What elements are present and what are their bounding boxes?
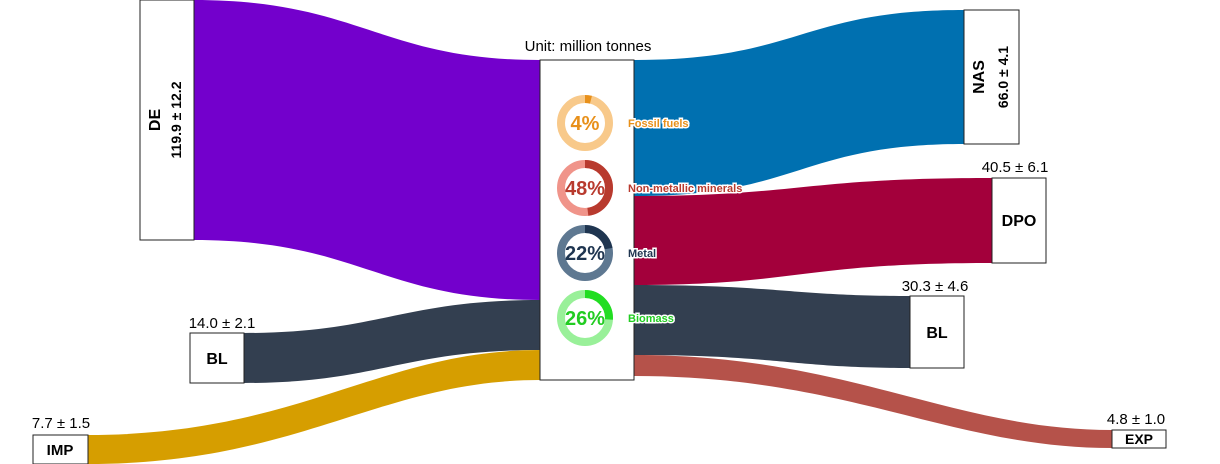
flow-imp: [88, 350, 540, 464]
donut-percent: 22%: [565, 243, 605, 265]
flow-bl-out: [634, 285, 910, 368]
node-center: Unit: million tonnes 4% Fossil fuels 48% No…: [525, 38, 744, 381]
donut-percent: 48%: [565, 178, 605, 200]
node-exp-name: EXP: [1125, 431, 1153, 447]
donut-arc: [557, 290, 613, 346]
node-bl-in: BL 14.0 ± 2.1: [189, 315, 256, 384]
donut-arc: [557, 95, 613, 151]
flow-dpo: [634, 178, 992, 285]
node-nas-name: NAS: [971, 60, 988, 94]
node-exp: EXP 4.8 ± 1.0: [1107, 411, 1167, 449]
donut-arc: [557, 160, 613, 216]
node-de-value: 119.9 ± 12.2: [168, 81, 184, 158]
flow-exp: [634, 355, 1112, 448]
node-dpo: DPO 40.5 ± 6.1: [982, 159, 1049, 264]
node-bl-out-name: BL: [926, 325, 948, 342]
donut-arc: [557, 225, 613, 281]
donut-category-label: Non-metallic minerals: [628, 183, 742, 195]
donut-category-label: Fossil fuels: [628, 118, 689, 130]
node-bl-out-value: 30.3 ± 4.6: [902, 278, 969, 295]
composition-item: 4% Fossil fuels: [557, 95, 690, 151]
node-nas: NAS 66.0 ± 4.1: [963, 9, 1020, 145]
node-de-name: DE: [147, 109, 164, 132]
node-dpo-name: DPO: [1002, 213, 1037, 230]
node-nas-value: 66.0 ± 4.1: [995, 46, 1011, 108]
node-imp-value: 7.7 ± 1.5: [32, 415, 90, 432]
donut-category-label: Biomass: [628, 313, 674, 325]
node-de: DE 119.9 ± 12.2: [139, 0, 195, 241]
node-exp-value: 4.8 ± 1.0: [1107, 411, 1165, 428]
node-imp-name: IMP: [47, 442, 74, 459]
unit-label: Unit: million tonnes: [525, 38, 652, 55]
flow-bl-in: [244, 300, 540, 383]
node-bl-out: BL 30.3 ± 4.6: [902, 278, 969, 369]
composition-item: 48% Non-metallic minerals: [557, 160, 744, 216]
composition-item: 26% Biomass: [557, 290, 675, 346]
composition-item: 22% Metal: [557, 225, 658, 281]
node-bl-in-name: BL: [206, 351, 228, 368]
node-imp: IMP 7.7 ± 1.5: [32, 415, 90, 464]
flow-nas: [634, 10, 964, 196]
donut-percent: 4%: [571, 113, 600, 135]
donut-percent: 26%: [565, 308, 605, 330]
node-bl-in-value: 14.0 ± 2.1: [189, 315, 256, 332]
composition-donuts: 4% Fossil fuels 48% Non-metallic minerals 22…: [557, 95, 744, 346]
donut-category-label: Metal: [628, 248, 656, 260]
flow-de: [194, 0, 540, 300]
node-dpo-value: 40.5 ± 6.1: [982, 159, 1049, 176]
